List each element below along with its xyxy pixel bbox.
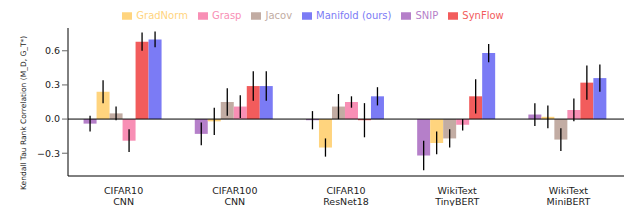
svg-text:CIFAR10: CIFAR10 (326, 185, 365, 196)
svg-text:MiniBERT: MiniBERT (547, 196, 591, 206)
html-text:SNIP: SNIP (415, 10, 439, 21)
svg-text:TinyBERT: TinyBERT (434, 196, 479, 206)
svg-text:0.6: 0.6 (45, 45, 60, 56)
html-text:GradNorm: GradNorm (136, 10, 188, 21)
svg-text:0.3: 0.3 (45, 79, 60, 90)
svg-text:ResNet18: ResNet18 (323, 196, 369, 206)
html-text:Jacov: Jacov (265, 10, 293, 21)
svg-text:−0.3: −0.3 (37, 148, 60, 159)
svg-text:CNN: CNN (224, 196, 245, 206)
svg-text:WikiText: WikiText (438, 185, 477, 196)
svg-text:0.0: 0.0 (45, 113, 60, 124)
svg-text:CIFAR100: CIFAR100 (212, 185, 257, 196)
html-text:Manifold (ours): Manifold (ours) (316, 10, 392, 21)
svg-text:CNN: CNN (113, 196, 134, 206)
html-text:Grasp: Grasp (211, 10, 242, 21)
svg-text:WikiText: WikiText (549, 185, 588, 196)
html-text:SynFlow: SynFlow (462, 10, 504, 21)
svg-text:Kendall Tau Rank Correlation (: Kendall Tau Rank Correlation (M_D, G_T*) (19, 36, 28, 190)
svg-text:CIFAR10: CIFAR10 (104, 185, 143, 196)
